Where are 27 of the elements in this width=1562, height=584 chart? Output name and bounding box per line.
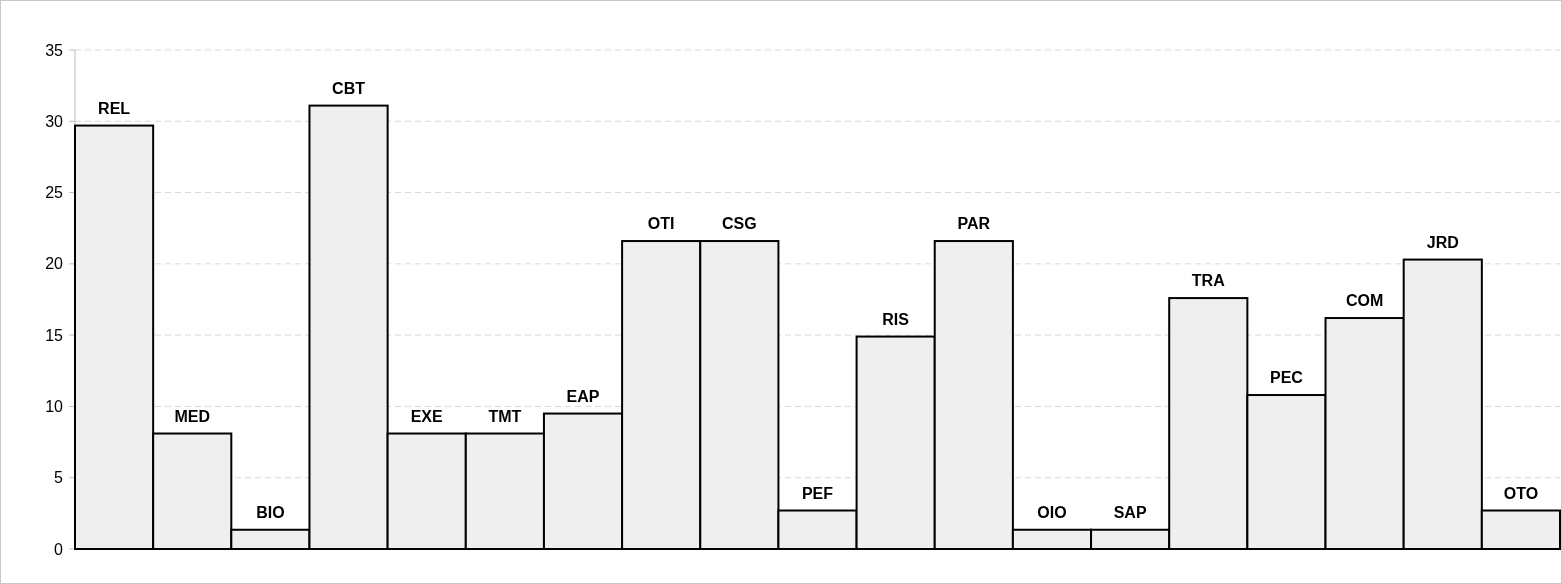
x-tick-label: TMT [488, 407, 522, 425]
x-tick-label: OTO [1503, 484, 1539, 502]
x-tick-label: PEC [1269, 369, 1304, 387]
y-tick-label: 5 [54, 469, 64, 487]
x-tick-label: BIO [256, 503, 285, 521]
x-tick-label: JRD [1426, 233, 1459, 251]
x-tick-label: COM [1345, 292, 1384, 310]
y-tick-label: 25 [45, 184, 64, 202]
x-tick-label: OIO [1037, 503, 1067, 521]
x-tick-label: TRA [1191, 272, 1226, 290]
x-tick-label: MED [174, 407, 211, 425]
x-tick-label: PEF [801, 484, 834, 502]
x-tick-label: PAR [957, 215, 991, 233]
y-tick-label: 0 [54, 540, 64, 558]
y-tick-label: 15 [45, 326, 64, 344]
x-tick-label: CBT [332, 79, 366, 97]
x-tick-label: RIS [882, 310, 910, 328]
x-tick-label: EXE [410, 407, 444, 425]
x-tick-label: SAP [1113, 503, 1147, 521]
x-tick-label: CSG [722, 215, 757, 233]
y-tick-label: 30 [45, 112, 64, 130]
y-tick-label: 20 [45, 255, 64, 273]
x-tick-label: EAP [566, 387, 600, 405]
x-tick-label: REL [98, 99, 131, 117]
y-tick-label: 10 [45, 398, 64, 416]
y-tick-label: 35 [45, 41, 64, 59]
x-tick-label: OTI [647, 215, 675, 233]
